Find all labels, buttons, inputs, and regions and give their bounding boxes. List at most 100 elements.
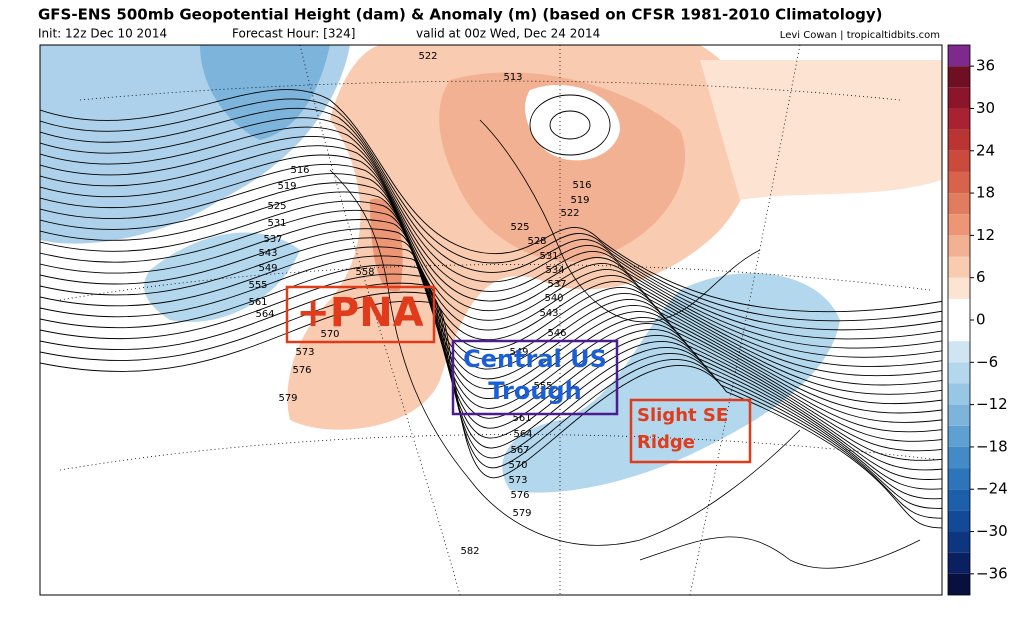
contour-label: 570 (508, 460, 527, 471)
contour-line (40, 89, 942, 313)
colorbar-swatch (948, 489, 970, 511)
colorbar-label: −18 (976, 437, 1008, 455)
contour-label: 525 (267, 201, 286, 212)
contour-label: 534 (545, 265, 564, 276)
annotation-box (285, 285, 436, 344)
contour-line (40, 219, 942, 442)
contour-line (40, 282, 942, 509)
init: Init: 12z Dec 10 2014 (38, 27, 167, 41)
contour-line (40, 107, 942, 331)
contour-label: 543 (539, 308, 558, 319)
contour-label: 555 (533, 381, 552, 392)
colorbar-label: −24 (976, 480, 1008, 498)
contour-label: 567 (510, 445, 529, 456)
contour-label: 519 (277, 181, 296, 192)
colorbar-swatch (948, 108, 970, 130)
contour-label: 549 (509, 347, 528, 358)
forecast-hour: Forecast Hour: [324] (232, 27, 355, 41)
colorbar-swatch (948, 446, 970, 469)
annotation-wrap: Slight SE Ridge (637, 405, 729, 453)
colorbar-label: 12 (976, 226, 995, 244)
contour-line (40, 145, 942, 367)
colorbar-label: −12 (976, 395, 1008, 413)
contour-label: 519 (570, 195, 589, 206)
map (40, 45, 942, 595)
contour-label: 579 (278, 393, 297, 404)
annotation: Central US Trough (463, 345, 607, 405)
colorbar-swatch (948, 425, 970, 447)
contour-label: 540 (544, 293, 563, 304)
annotation: +PNA (296, 290, 423, 336)
colorbar-swatch (948, 404, 970, 426)
colorbar-swatch (948, 341, 970, 363)
colorbar-label: 24 (976, 141, 995, 159)
contour-label: 537 (263, 234, 282, 245)
contour-label: 522 (418, 51, 437, 62)
colorbar-swatch (948, 214, 970, 236)
contour-label: 513 (503, 72, 522, 83)
contour-label: 546 (547, 328, 566, 339)
colorbar-swatch (948, 277, 970, 299)
contour-line (40, 191, 942, 414)
contour-label: 522 (560, 208, 579, 219)
contour-label: 537 (547, 279, 566, 290)
title: GFS-ENS 500mb Geopotential Height (dam) … (38, 6, 883, 24)
colorbar-swatch (948, 87, 970, 109)
contour-line (40, 300, 942, 529)
contour-label: 576 (510, 490, 529, 501)
contour-label: 561 (512, 413, 531, 424)
contour-line (549, 110, 591, 140)
colorbar-swatch (948, 256, 970, 278)
contour-label: 570 (320, 329, 339, 340)
contour-label: 531 (539, 251, 558, 262)
colorbar-label: 6 (976, 268, 986, 286)
contour-label: 531 (267, 218, 286, 229)
contour-line (40, 126, 942, 349)
colorbar-swatch (948, 129, 970, 151)
colorbar-swatch (948, 66, 970, 88)
colorbar-swatch (948, 573, 970, 595)
annotation-wrap: Central US Trough (463, 345, 607, 405)
colorbar-swatch (948, 193, 970, 215)
contour-label: 564 (255, 309, 274, 320)
colorbar-swatch (948, 298, 970, 320)
colorbar-swatch (948, 150, 970, 172)
contour-line (40, 228, 942, 452)
valid-time: valid at 00z Wed, Dec 24 2014 (416, 27, 600, 41)
contour-label: 576 (292, 365, 311, 376)
contour-line (40, 163, 942, 386)
colorbar-label: −6 (976, 353, 998, 371)
colorbar-swatch (948, 235, 970, 257)
contour-line (40, 154, 942, 377)
contour-line (40, 291, 942, 519)
contour-label: 516 (572, 180, 591, 191)
contour-line (40, 246, 942, 471)
annotation: Slight SE Ridge (637, 405, 729, 453)
contour-line (40, 209, 942, 433)
contour-label: 516 (290, 165, 309, 176)
annotation-box (629, 398, 752, 464)
colorbar-label: 36 (976, 57, 995, 75)
contour-label: 528 (527, 236, 546, 247)
contour-line (40, 182, 942, 405)
contour-line (529, 94, 611, 156)
contour-line (40, 173, 942, 395)
contour-label: 525 (510, 222, 529, 233)
colorbar-label: −30 (976, 522, 1008, 540)
colorbar-label: 18 (976, 184, 995, 202)
credit: Levi Cowan | tropicaltidbits.com (780, 30, 940, 41)
colorbar-label: −36 (976, 564, 1008, 582)
contour-line (40, 98, 942, 322)
contour-line (40, 237, 942, 461)
contour-label: 555 (248, 280, 267, 291)
colorbar-swatch (948, 383, 970, 405)
colorbar-label: 0 (976, 311, 986, 329)
contour-label: 573 (508, 475, 527, 486)
contour-label: 558 (355, 267, 374, 278)
annotation-box (451, 339, 619, 416)
colorbar-swatch (948, 45, 970, 67)
colorbar-swatch (948, 362, 970, 384)
contour-label: 561 (248, 297, 267, 308)
contour-label: 582 (460, 546, 479, 557)
